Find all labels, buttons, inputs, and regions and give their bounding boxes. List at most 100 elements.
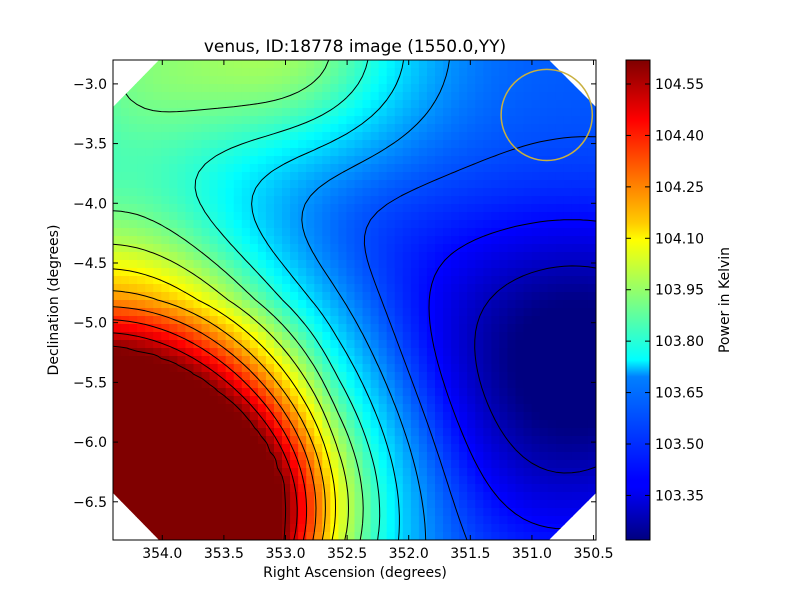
heatmap-cell [129, 260, 138, 269]
heatmap-cell [378, 436, 388, 445]
colorbar-label: Power in Kelvin [717, 247, 733, 353]
heatmap-cell [394, 100, 404, 109]
heatmap-cell [330, 196, 339, 205]
heatmap-cell [426, 140, 436, 149]
heatmap-cell [499, 348, 509, 357]
heatmap-cell [137, 484, 146, 493]
heatmap-cell [370, 92, 380, 101]
heatmap-cell [290, 420, 299, 429]
heatmap-cell [241, 92, 251, 101]
heatmap-cell [386, 84, 396, 93]
heatmap-cell [153, 492, 162, 501]
heatmap-cell [185, 124, 195, 133]
heatmap-cell [257, 420, 267, 429]
heatmap-cell [233, 252, 243, 261]
heatmap-cell [249, 460, 259, 469]
heatmap-cell [531, 84, 541, 93]
heatmap-cell [547, 100, 557, 109]
heatmap-cell [145, 492, 154, 501]
heatmap-cell [555, 428, 565, 437]
heatmap-cell [265, 268, 275, 277]
heatmap-cell [314, 508, 323, 517]
heatmap-cell [225, 500, 235, 509]
heatmap-cell [314, 284, 323, 293]
heatmap-cell [322, 484, 331, 493]
heatmap-cell [378, 236, 388, 245]
heatmap-cell [113, 452, 122, 461]
heatmap-cell [306, 388, 315, 397]
heatmap-cell [555, 332, 565, 341]
heatmap-cell [539, 484, 549, 493]
contour-level [113, 319, 308, 540]
heatmap-cell [257, 132, 267, 141]
heatmap-cell [193, 420, 203, 429]
heatmap-cell [346, 236, 356, 245]
heatmap-cell [354, 380, 364, 389]
heatmap-cell [587, 324, 596, 333]
heatmap-cell [467, 132, 476, 141]
heatmap-cell [330, 364, 339, 373]
heatmap-cell [113, 212, 122, 221]
heatmap-cell [257, 444, 267, 453]
heatmap-cell [515, 172, 525, 181]
heatmap-cell [410, 228, 420, 237]
heatmap-cell [298, 60, 307, 69]
heatmap-cell [265, 260, 275, 269]
heatmap-cell [257, 92, 267, 101]
heatmap-cell [515, 492, 525, 501]
heatmap-cell [410, 468, 420, 477]
heatmap-cell [587, 428, 596, 437]
heatmap-cell [330, 76, 339, 85]
heatmap-cell [290, 252, 299, 261]
heatmap-cell [418, 316, 428, 325]
heatmap-cell [410, 140, 420, 149]
heatmap-cell [306, 164, 315, 173]
heatmap-cell [587, 148, 596, 157]
heatmap-cell [217, 476, 227, 485]
heatmap-cell [410, 156, 420, 165]
heatmap-cell [298, 276, 307, 285]
heatmap-cell [217, 204, 227, 213]
heatmap-cell [241, 332, 251, 341]
heatmap-cell [209, 244, 219, 253]
heatmap-cell [306, 532, 315, 540]
heatmap-cell [587, 204, 596, 213]
heatmap-cell [274, 396, 283, 405]
heatmap-cell [547, 428, 557, 437]
heatmap-cell [241, 268, 251, 277]
heatmap-cell [290, 196, 299, 205]
heatmap-cell [539, 220, 549, 229]
heatmap-cell [418, 332, 428, 341]
heatmap-cell [185, 412, 195, 421]
heatmap-cell [217, 524, 227, 533]
heatmap-cell [443, 412, 452, 421]
heatmap-cell [314, 388, 323, 397]
heatmap-cell [475, 156, 484, 165]
heatmap-cell [314, 156, 323, 165]
heatmap-cell [459, 108, 468, 117]
heatmap-cell [346, 372, 356, 381]
heatmap-cell [113, 140, 122, 149]
heatmap-cell [282, 212, 291, 221]
heatmap-cell [153, 340, 162, 349]
heatmap-cell [282, 196, 291, 205]
heatmap-cell [145, 412, 154, 421]
heatmap-cell [129, 140, 138, 149]
heatmap-cell [467, 500, 476, 509]
heatmap-cell [555, 92, 565, 101]
heatmap-cell [314, 100, 323, 109]
heatmap-cell [298, 260, 307, 269]
heatmap-cell [531, 340, 541, 349]
heatmap-cell [282, 260, 291, 269]
heatmap-cell [402, 84, 412, 93]
heatmap-cell [394, 356, 404, 365]
heatmap-cell [426, 300, 436, 309]
heatmap-cell [499, 244, 509, 253]
heatmap-cell [435, 244, 444, 253]
heatmap-cell [451, 100, 460, 109]
heatmap-cell [547, 404, 557, 413]
heatmap-cell [121, 428, 130, 437]
heatmap-cell [563, 484, 573, 493]
heatmap-cell [539, 332, 549, 341]
heatmap-cell [217, 100, 227, 109]
